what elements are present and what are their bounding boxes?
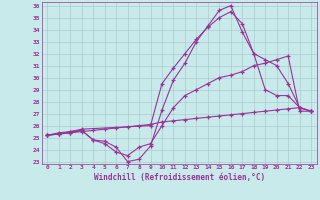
X-axis label: Windchill (Refroidissement éolien,°C): Windchill (Refroidissement éolien,°C) [94, 173, 265, 182]
